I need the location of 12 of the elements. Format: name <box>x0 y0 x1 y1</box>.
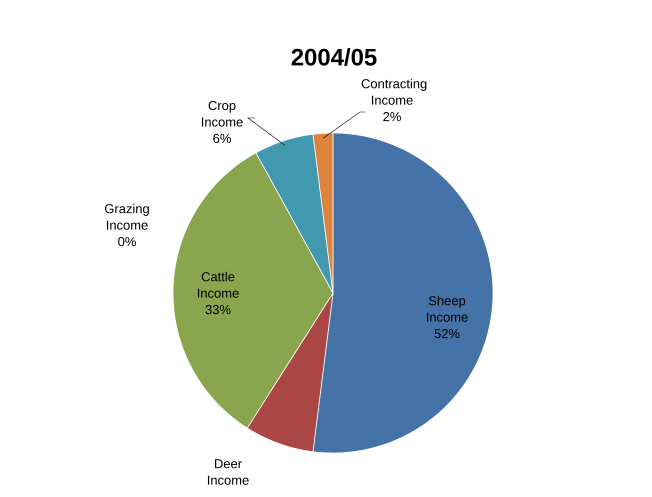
slice-label: Cattle Income <box>198 272 239 298</box>
slice-label: Deer Income <box>208 459 249 485</box>
slice-label: Sheep Income <box>426 296 468 322</box>
data-label: 52% <box>434 329 460 338</box>
text: 0% <box>118 237 136 246</box>
data-label: 33% <box>206 305 231 314</box>
chart-title: 2004/05 <box>292 48 377 66</box>
data-label: 6% <box>213 134 231 144</box>
category-label: Grazing Income <box>104 204 149 230</box>
slice-label: Crop Income <box>202 100 243 127</box>
slice-label: Contracting Income <box>362 78 426 105</box>
data-label: 2% <box>383 112 401 122</box>
